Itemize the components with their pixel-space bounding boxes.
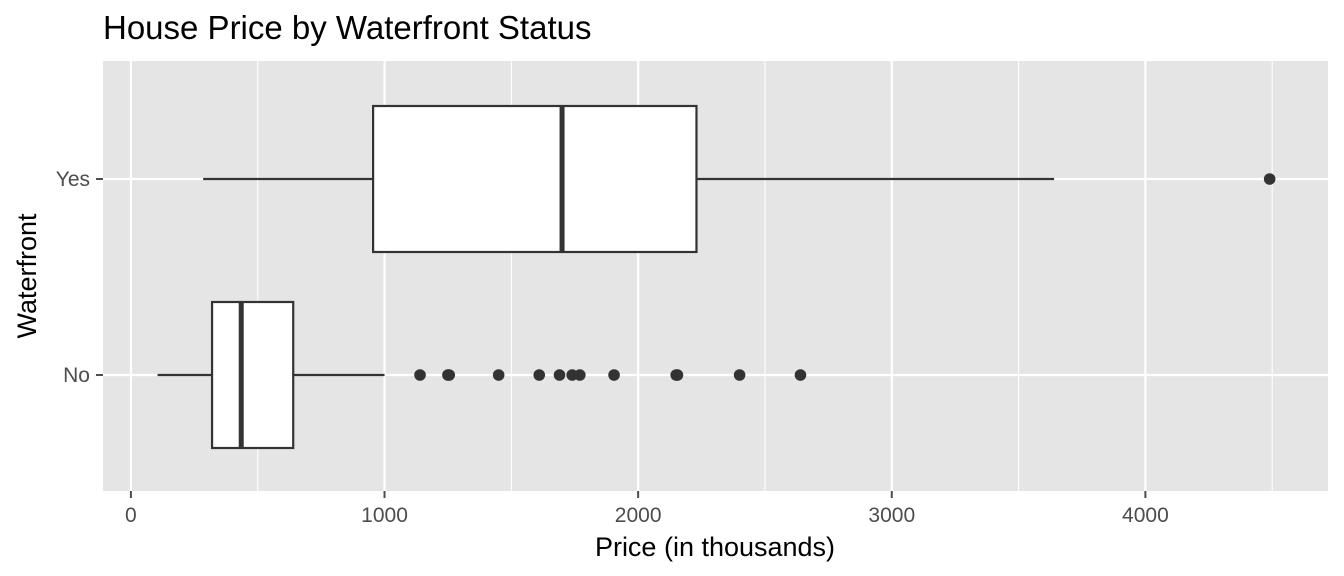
- boxplots: [157, 104, 1276, 450]
- chart-title: House Price by Waterfront Status: [103, 9, 591, 46]
- outlier-point: [492, 369, 505, 381]
- y-tick-label: No: [63, 364, 90, 387]
- y-axis-title: Waterfront: [12, 213, 42, 339]
- outlier-point: [553, 369, 566, 381]
- outlier-point: [574, 369, 586, 381]
- outlier-point: [794, 369, 807, 381]
- outlier-point: [608, 369, 620, 381]
- x-axis-title: Price (in thousands): [595, 532, 835, 562]
- x-tick-label: 3000: [868, 504, 915, 527]
- x-tick-label: 1000: [361, 504, 408, 527]
- x-tick-label: 4000: [1122, 504, 1169, 527]
- x-tick-label: 2000: [615, 504, 662, 527]
- outlier-point: [533, 369, 546, 381]
- outlier-point: [443, 369, 455, 381]
- x-tick-label: 0: [125, 504, 137, 527]
- iqr-box: [210, 300, 295, 450]
- outlier-point: [1263, 173, 1276, 185]
- plot-panel: [103, 61, 1328, 491]
- outlier-point: [671, 369, 684, 381]
- boxplot-no: [157, 300, 807, 450]
- y-tick-label: Yes: [56, 168, 90, 191]
- axes: 0 1000 2000 3000 4000 No Yes: [56, 168, 1169, 527]
- outlier-point: [414, 369, 426, 381]
- iqr-box: [372, 104, 698, 254]
- outlier-point: [733, 369, 746, 381]
- boxplot-yes: [203, 104, 1276, 254]
